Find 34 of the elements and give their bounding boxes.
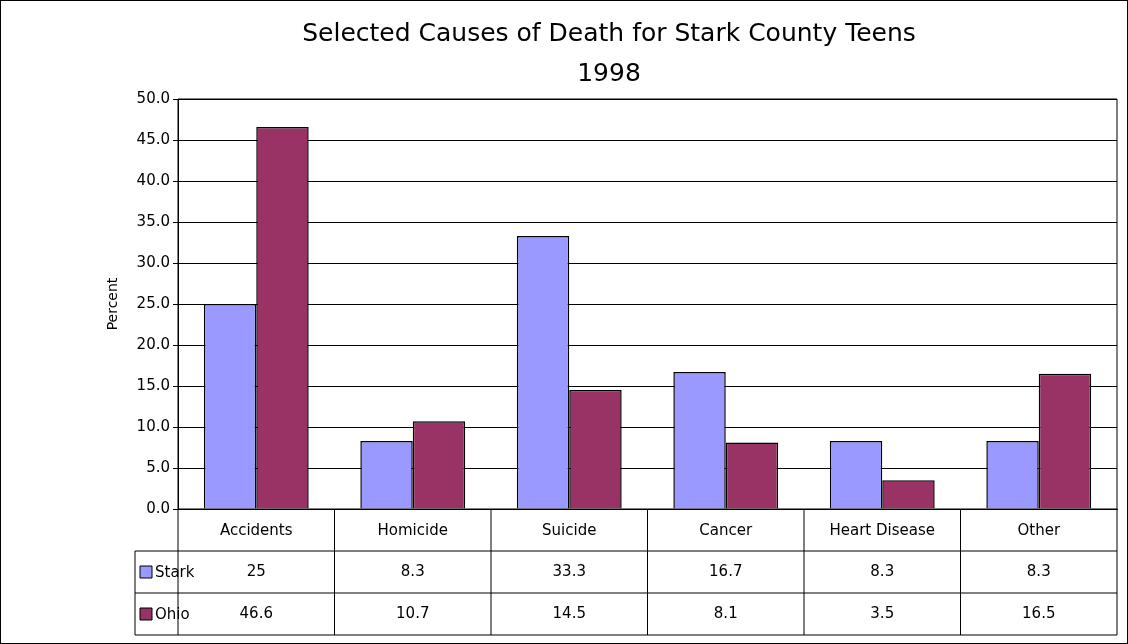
- data-label: 16.5: [1022, 603, 1056, 622]
- y-tick-label: 35.0: [136, 211, 170, 230]
- x-tick-label: Homicide: [377, 520, 448, 539]
- x-tick-label: Other: [1017, 520, 1061, 539]
- y-tick-label: 50.0: [136, 88, 170, 107]
- x-tick-label: Cancer: [699, 520, 753, 539]
- x-tick-label: Accidents: [219, 520, 293, 539]
- data-label: 16.7: [709, 561, 743, 580]
- data-label: 14.5: [552, 603, 586, 622]
- y-tick-label: 0.0: [146, 498, 170, 517]
- data-label: 3.5: [870, 603, 895, 622]
- legend-label: Stark: [155, 562, 195, 581]
- data-label: 8.3: [400, 561, 425, 580]
- legend-label: Ohio: [155, 604, 190, 623]
- y-tick-label: 45.0: [136, 129, 170, 148]
- x-tick-label: Heart Disease: [829, 520, 936, 539]
- data-label: 8.3: [1026, 561, 1051, 580]
- x-tick-label: Suicide: [542, 520, 597, 539]
- y-tick-label: 10.0: [136, 416, 170, 435]
- chart-subtitle: 1998: [577, 57, 641, 87]
- chart-title: Selected Causes of Death for Stark County Teens: [302, 17, 916, 47]
- data-label: 10.7: [396, 603, 430, 622]
- y-tick-label: 40.0: [136, 170, 170, 189]
- data-label: 8.1: [713, 603, 738, 622]
- y-tick-label: 5.0: [146, 457, 170, 476]
- y-tick-label: 20.0: [136, 334, 170, 353]
- data-label: 8.3: [870, 561, 895, 580]
- data-label: 46.6: [239, 603, 273, 622]
- y-tick-label: 25.0: [136, 293, 170, 312]
- data-label: 33.3: [552, 561, 586, 580]
- data-label: 25: [246, 561, 266, 580]
- y-axis-title: Percent: [104, 277, 121, 331]
- y-tick-label: 30.0: [136, 252, 170, 271]
- y-tick-label: 15.0: [136, 375, 170, 394]
